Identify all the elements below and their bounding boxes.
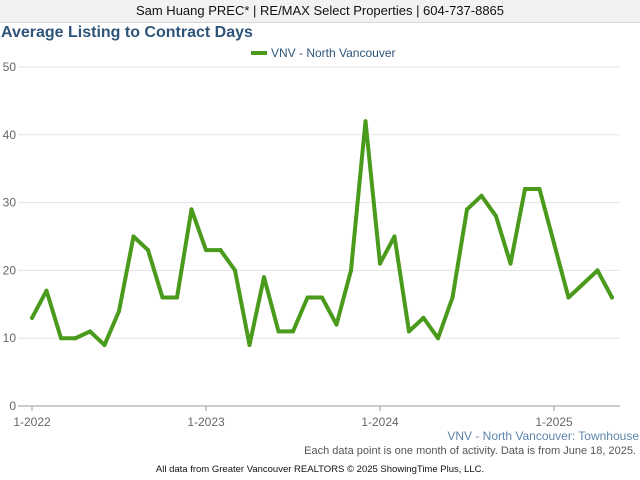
data-point <box>334 322 339 327</box>
copyright-notice: All data from Greater Vancouver REALTORS… <box>155 464 485 475</box>
data-point <box>44 288 49 293</box>
data-point <box>233 268 237 273</box>
y-tick-label: 50 <box>3 60 17 74</box>
legend-label: VNV - North Vancouver <box>271 46 396 60</box>
data-point <box>581 281 585 286</box>
x-tick-label: 1-2024 <box>361 415 399 429</box>
data-point <box>378 261 382 266</box>
data-point <box>465 207 469 212</box>
data-point <box>291 329 295 334</box>
data-point <box>262 275 266 280</box>
data-point <box>146 248 150 253</box>
series-footnote: VNV - North Vancouver: Townhouse <box>447 429 639 443</box>
plot-background <box>18 64 620 442</box>
data-point <box>595 268 600 273</box>
data-point <box>160 295 165 300</box>
data-point <box>218 248 223 253</box>
data-point <box>88 329 92 334</box>
data-point <box>610 295 614 300</box>
data-point <box>305 295 310 300</box>
header-text: Sam Huang PREC* | RE/MAX Select Properti… <box>135 3 505 18</box>
data-point <box>276 329 281 334</box>
data-point <box>131 234 136 239</box>
y-tick-label: 40 <box>3 128 17 142</box>
data-point <box>479 193 484 198</box>
data-point <box>450 295 455 300</box>
data-point <box>102 342 107 347</box>
data-point <box>204 248 208 253</box>
y-tick-labels: 0 10 20 30 40 50 <box>3 60 17 413</box>
data-point <box>117 309 121 314</box>
data-point <box>552 241 556 246</box>
y-tick-label: 20 <box>3 263 17 277</box>
data-point <box>537 187 542 192</box>
legend: VNV - North Vancouver <box>251 46 396 60</box>
data-point <box>349 268 353 273</box>
chart-title: Average Listing to Contract Days <box>1 24 253 41</box>
data-point <box>320 295 324 300</box>
axes <box>18 405 620 411</box>
data-point <box>175 295 179 300</box>
data-point <box>523 187 527 192</box>
grid-lines <box>18 66 620 339</box>
data-point <box>392 234 397 239</box>
y-tick-label: 30 <box>3 196 17 210</box>
y-tick-label: 0 <box>9 399 16 413</box>
data-point <box>189 207 194 212</box>
x-tick-label: 1-2025 <box>535 415 573 429</box>
series-layer <box>30 119 614 347</box>
data-point <box>508 261 513 266</box>
x-tick-labels: 1-2022 1-2023 1-2024 1-2025 <box>13 415 573 429</box>
data-point <box>73 336 78 341</box>
data-point <box>30 315 34 320</box>
data-point <box>494 214 498 219</box>
data-point <box>566 295 571 300</box>
data-point <box>436 336 440 341</box>
x-tick-label: 1-2022 <box>13 415 51 429</box>
y-tick-label: 10 <box>3 331 17 345</box>
data-point <box>247 342 252 347</box>
x-tick-label: 1-2023 <box>187 415 225 429</box>
data-point <box>407 329 411 334</box>
data-note: Each data point is one month of activity… <box>304 445 636 457</box>
data-point <box>421 315 426 320</box>
header-bar: Sam Huang PREC* | RE/MAX Select Properti… <box>0 0 640 23</box>
data-point <box>59 336 63 341</box>
data-point <box>363 119 368 124</box>
